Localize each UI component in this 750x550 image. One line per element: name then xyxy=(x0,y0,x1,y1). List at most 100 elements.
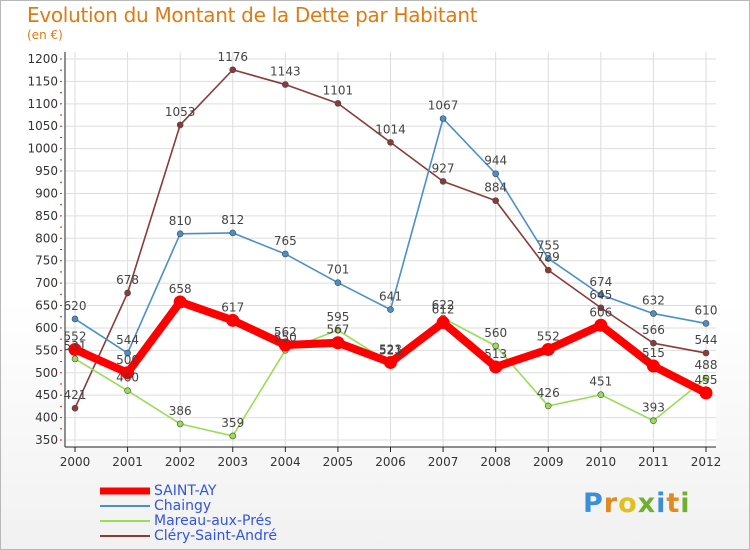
data-label: 500 xyxy=(116,353,139,367)
data-point xyxy=(544,266,552,274)
data-label: 1101 xyxy=(323,83,354,97)
data-label: 612 xyxy=(432,303,455,317)
logo-letter: P xyxy=(583,488,604,519)
data-point xyxy=(387,306,394,313)
data-point xyxy=(650,417,657,425)
data-label: 674 xyxy=(589,275,612,289)
x-tick-label: 2006 xyxy=(375,455,406,469)
data-point xyxy=(176,230,184,238)
y-tick-label: 1150 xyxy=(27,74,58,88)
data-label: 1053 xyxy=(165,105,196,119)
y-tick-label: 900 xyxy=(35,186,58,200)
legend-label: Chaingy xyxy=(154,498,212,514)
data-point xyxy=(439,115,447,122)
data-label: 701 xyxy=(326,263,349,277)
y-tick-label: 500 xyxy=(35,366,58,380)
data-label: 944 xyxy=(484,154,507,168)
data-label: 884 xyxy=(484,181,507,195)
data-label: 632 xyxy=(642,294,665,308)
data-label: 488 xyxy=(695,358,718,372)
data-point xyxy=(597,391,605,399)
data-point xyxy=(650,310,657,317)
y-tick-label: 650 xyxy=(35,299,58,313)
legend-label: Mareau-aux-Prés xyxy=(154,513,272,529)
data-label: 513 xyxy=(484,347,507,361)
data-label: 1176 xyxy=(217,50,248,64)
data-point xyxy=(124,387,131,394)
data-point xyxy=(121,366,135,380)
data-label: 544 xyxy=(695,333,718,347)
data-point xyxy=(331,336,345,350)
data-point xyxy=(702,320,710,327)
data-point xyxy=(334,279,342,286)
data-point xyxy=(699,386,713,400)
data-label: 1014 xyxy=(375,122,406,136)
logo-letter: r xyxy=(603,488,619,519)
data-point xyxy=(489,360,503,374)
data-point xyxy=(594,318,608,332)
y-tick-label: 750 xyxy=(35,254,58,268)
data-point xyxy=(544,402,552,410)
data-point xyxy=(384,355,397,369)
data-label: 386 xyxy=(169,404,192,418)
y-tick-label: 450 xyxy=(35,388,58,402)
data-label: 620 xyxy=(64,299,87,313)
data-point xyxy=(646,359,660,373)
data-point xyxy=(334,326,342,334)
data-label: 1143 xyxy=(270,65,301,79)
x-tick-label: 2001 xyxy=(112,455,143,469)
data-label: 451 xyxy=(589,375,612,389)
data-label: 562 xyxy=(274,325,297,339)
data-label: 595 xyxy=(326,310,349,324)
data-label: 544 xyxy=(116,333,139,347)
data-point xyxy=(176,121,184,129)
y-tick-label: 800 xyxy=(35,231,58,245)
x-tick-label: 2003 xyxy=(217,455,248,469)
data-label: 765 xyxy=(274,234,297,248)
data-point xyxy=(544,255,552,262)
data-label: 729 xyxy=(537,250,560,264)
data-point xyxy=(541,342,555,356)
x-tick-label: 2008 xyxy=(480,455,511,469)
y-tick-label: 1200 xyxy=(27,52,58,66)
data-label: 552 xyxy=(64,329,87,343)
data-label: 567 xyxy=(326,323,349,337)
data-label: 810 xyxy=(169,214,192,228)
data-point xyxy=(71,404,79,412)
data-point xyxy=(173,295,187,309)
x-tick-label: 2004 xyxy=(270,455,301,469)
chart-unit: (en €) xyxy=(27,28,63,42)
data-label: 515 xyxy=(642,346,665,360)
legend-label: SAINT-AY xyxy=(154,483,217,499)
data-point xyxy=(229,432,237,440)
y-tick-label: 700 xyxy=(35,276,58,290)
data-label: 645 xyxy=(589,288,612,302)
logo-letter: o xyxy=(618,488,638,519)
x-tick-label: 2011 xyxy=(638,455,669,469)
data-label: 550 xyxy=(274,330,297,344)
logo-letter: t xyxy=(666,488,681,519)
data-point xyxy=(71,315,79,323)
data-label: 658 xyxy=(169,282,192,296)
legend-swatch xyxy=(100,487,150,495)
data-label: 622 xyxy=(432,298,455,312)
data-point xyxy=(124,349,131,357)
data-point xyxy=(439,178,447,185)
data-label: 521 xyxy=(379,343,402,357)
data-label: 610 xyxy=(695,303,718,317)
logo-letter: i xyxy=(680,488,691,519)
data-point xyxy=(282,81,289,88)
data-label: 617 xyxy=(221,300,244,314)
data-point xyxy=(282,250,289,258)
data-label: 531 xyxy=(64,339,87,353)
data-point xyxy=(71,355,79,363)
data-label: 460 xyxy=(116,371,139,385)
legend-label: Cléry-Saint-André xyxy=(154,528,277,544)
data-point xyxy=(436,316,450,330)
data-label: 359 xyxy=(221,416,244,430)
data-point xyxy=(387,139,394,146)
logo-letter: x xyxy=(637,488,657,519)
legend-swatch xyxy=(100,505,150,507)
data-label: 552 xyxy=(537,329,560,343)
y-tick-label: 1050 xyxy=(27,119,58,133)
